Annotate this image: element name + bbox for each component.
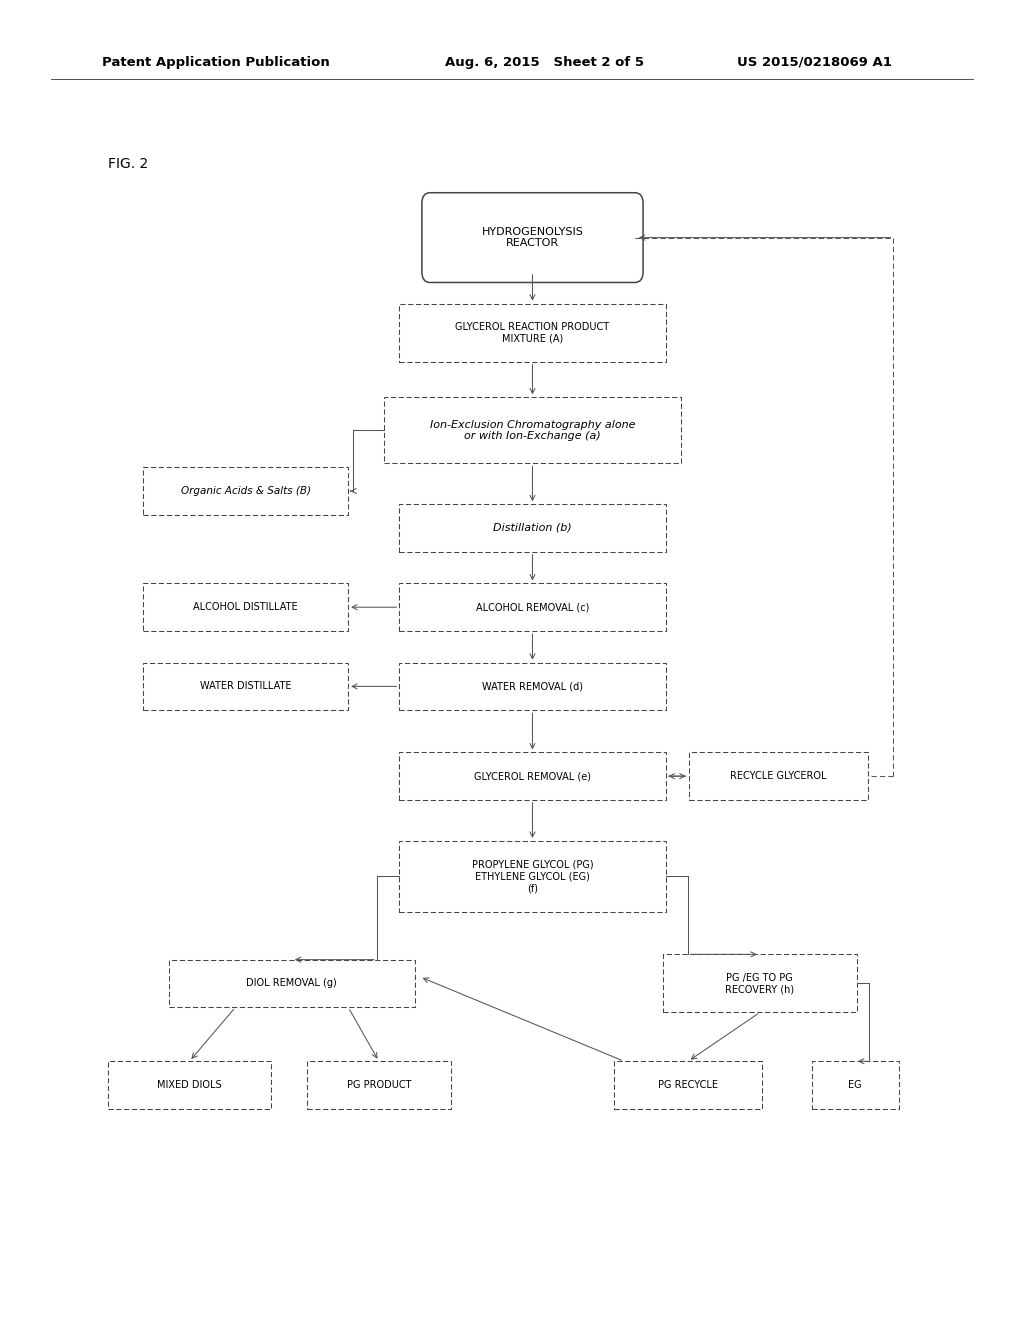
Text: Patent Application Publication: Patent Application Publication [102, 55, 330, 69]
FancyBboxPatch shape [422, 193, 643, 282]
Bar [688, 752, 867, 800]
Text: Organic Acids & Salts (B): Organic Acids & Salts (B) [181, 486, 310, 496]
Bar [399, 663, 666, 710]
Text: Distillation (b): Distillation (b) [494, 523, 571, 533]
Bar [399, 752, 666, 800]
Bar [399, 841, 666, 912]
Bar [399, 304, 666, 362]
Bar [143, 663, 348, 710]
Bar [384, 397, 681, 463]
Bar [399, 504, 666, 552]
Text: Aug. 6, 2015   Sheet 2 of 5: Aug. 6, 2015 Sheet 2 of 5 [445, 55, 644, 69]
Text: GLYCEROL REACTION PRODUCT
MIXTURE (A): GLYCEROL REACTION PRODUCT MIXTURE (A) [456, 322, 609, 343]
Bar [143, 583, 348, 631]
Bar [143, 467, 348, 515]
Text: MIXED DIOLS: MIXED DIOLS [157, 1080, 222, 1090]
Bar [663, 954, 857, 1012]
Bar [811, 1061, 899, 1109]
Text: RECYCLE GLYCEROL: RECYCLE GLYCEROL [730, 771, 826, 781]
Text: Ion-Exclusion Chromatography alone
or with Ion-Exchange (a): Ion-Exclusion Chromatography alone or wi… [430, 420, 635, 441]
Text: HYDROGENOLYSIS
REACTOR: HYDROGENOLYSIS REACTOR [481, 227, 584, 248]
Text: PG /EG TO PG
RECOVERY (h): PG /EG TO PG RECOVERY (h) [725, 973, 795, 994]
Bar [614, 1061, 762, 1109]
Text: DIOL REMOVAL (g): DIOL REMOVAL (g) [247, 978, 337, 989]
Text: WATER DISTILLATE: WATER DISTILLATE [200, 681, 292, 692]
Text: WATER REMOVAL (d): WATER REMOVAL (d) [482, 681, 583, 692]
Text: ALCOHOL DISTILLATE: ALCOHOL DISTILLATE [194, 602, 298, 612]
Bar [169, 960, 415, 1007]
Text: US 2015/0218069 A1: US 2015/0218069 A1 [737, 55, 892, 69]
Text: ALCOHOL REMOVAL (c): ALCOHOL REMOVAL (c) [476, 602, 589, 612]
Text: EG: EG [848, 1080, 862, 1090]
Bar [399, 583, 666, 631]
Text: PROPYLENE GLYCOL (PG)
ETHYLENE GLYCOL (EG)
(f): PROPYLENE GLYCOL (PG) ETHYLENE GLYCOL (E… [472, 859, 593, 894]
Text: PG RECYCLE: PG RECYCLE [658, 1080, 718, 1090]
Bar [108, 1061, 271, 1109]
Text: GLYCEROL REMOVAL (e): GLYCEROL REMOVAL (e) [474, 771, 591, 781]
Bar [307, 1061, 451, 1109]
Text: PG PRODUCT: PG PRODUCT [347, 1080, 411, 1090]
Text: FIG. 2: FIG. 2 [108, 157, 147, 170]
